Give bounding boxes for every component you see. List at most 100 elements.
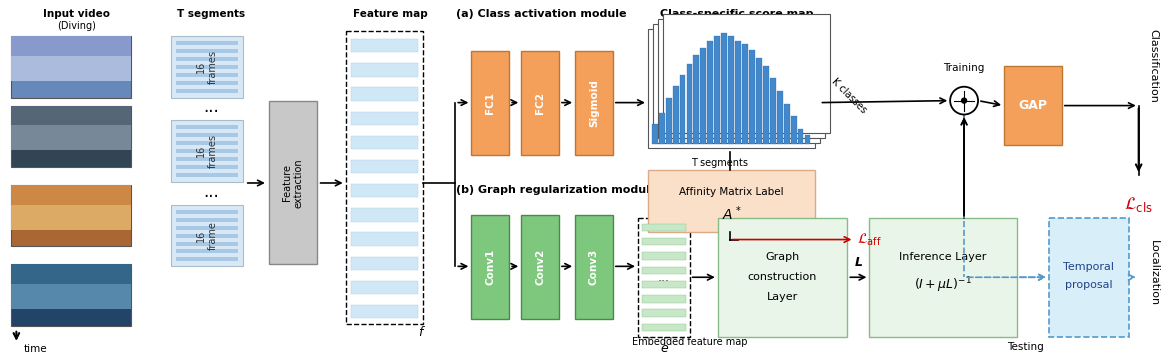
Bar	[177, 233, 237, 237]
Bar	[177, 57, 237, 61]
Text: (a) Class activation module: (a) Class activation module	[456, 9, 627, 19]
Bar	[648, 29, 816, 148]
Bar	[638, 218, 690, 337]
Bar	[177, 249, 237, 253]
Bar	[642, 224, 686, 231]
Bar	[659, 113, 665, 144]
Text: Embedded feature map: Embedded feature map	[632, 337, 747, 347]
Bar	[12, 185, 131, 247]
Text: Conv3: Conv3	[589, 249, 599, 285]
Bar	[575, 51, 613, 155]
Bar	[171, 36, 243, 98]
Bar	[351, 257, 419, 270]
Bar	[177, 218, 237, 222]
Bar	[177, 226, 237, 230]
Bar	[471, 51, 510, 155]
Text: GAP: GAP	[1018, 99, 1047, 112]
Text: proposal: proposal	[1065, 280, 1113, 290]
Text: Temporal: Temporal	[1064, 262, 1114, 272]
Bar	[797, 129, 803, 144]
Circle shape	[950, 87, 978, 114]
Bar	[735, 41, 741, 144]
Bar	[177, 41, 237, 45]
Text: $\mathcal{L}_{\rm cls}$: $\mathcal{L}_{\rm cls}$	[1125, 195, 1153, 214]
Bar	[12, 185, 131, 205]
Bar	[351, 184, 419, 197]
Bar	[763, 67, 769, 144]
Bar	[12, 284, 131, 309]
Text: T segments: T segments	[177, 9, 245, 19]
Text: Class-specific score map: Class-specific score map	[659, 9, 814, 19]
Text: $(I + \mu L)^{-1}$: $(I + \mu L)^{-1}$	[914, 275, 973, 295]
Bar	[783, 104, 789, 144]
Text: Input video: Input video	[43, 9, 110, 19]
Bar	[171, 121, 243, 182]
Bar	[1004, 66, 1061, 145]
Bar	[707, 41, 713, 144]
Bar	[642, 266, 686, 274]
Bar	[575, 215, 613, 319]
Bar	[12, 205, 131, 230]
Bar	[351, 208, 419, 222]
Bar	[714, 37, 720, 144]
Text: FC2: FC2	[535, 92, 545, 114]
Bar	[351, 305, 419, 318]
Bar	[171, 205, 243, 266]
Bar	[471, 215, 510, 319]
Bar	[804, 135, 810, 144]
Text: 16
frames: 16 frames	[196, 134, 217, 168]
Bar	[177, 49, 237, 53]
Bar	[177, 141, 237, 145]
Bar	[686, 64, 692, 144]
Bar	[679, 75, 685, 144]
Text: $\mathcal{L}_{\rm aff}$: $\mathcal{L}_{\rm aff}$	[857, 231, 883, 248]
Bar	[12, 125, 131, 150]
Bar	[177, 125, 237, 129]
Bar	[721, 33, 727, 144]
Bar	[658, 19, 825, 138]
Bar	[177, 81, 237, 85]
Bar	[351, 281, 419, 294]
Bar	[742, 44, 748, 144]
Bar	[521, 215, 559, 319]
Bar	[12, 264, 131, 284]
Text: construction: construction	[748, 272, 817, 282]
Bar	[177, 210, 237, 214]
Bar	[177, 149, 237, 153]
Bar	[642, 295, 686, 303]
Bar	[346, 31, 423, 324]
Text: $\boldsymbol{L}$: $\boldsymbol{L}$	[853, 256, 863, 269]
Bar	[351, 63, 419, 76]
Bar	[12, 106, 131, 125]
Text: Sigmoid: Sigmoid	[589, 79, 599, 127]
Text: Feature map: Feature map	[353, 9, 428, 19]
Text: Conv2: Conv2	[535, 249, 545, 285]
Text: Conv1: Conv1	[485, 249, 496, 285]
Text: Graph: Graph	[766, 252, 800, 262]
Text: Affinity Matrix Label: Affinity Matrix Label	[679, 187, 784, 197]
Bar	[177, 73, 237, 77]
Bar	[728, 37, 734, 144]
Bar	[642, 324, 686, 331]
Bar	[770, 77, 776, 144]
Bar	[870, 218, 1017, 337]
Text: ...: ...	[658, 271, 670, 284]
Bar	[693, 55, 699, 144]
Text: K classes: K classes	[830, 76, 869, 115]
Bar	[718, 218, 848, 337]
Bar	[12, 36, 131, 98]
Bar	[177, 165, 237, 169]
Bar	[177, 65, 237, 69]
Bar	[756, 58, 762, 144]
Text: f: f	[419, 326, 422, 339]
Bar	[351, 160, 419, 173]
Text: ...: ...	[203, 183, 219, 201]
Text: (Diving): (Diving)	[57, 21, 96, 31]
Bar	[642, 252, 686, 260]
Bar	[672, 87, 678, 144]
Bar	[749, 50, 755, 144]
Bar	[351, 87, 419, 101]
Text: e: e	[660, 342, 667, 355]
Text: FC1: FC1	[485, 92, 496, 114]
Text: Testing: Testing	[1008, 342, 1044, 352]
